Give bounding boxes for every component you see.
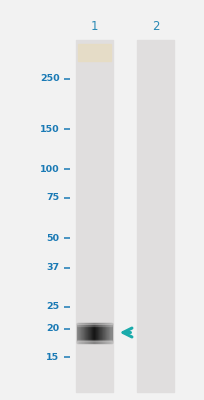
Bar: [77, 340, 111, 346]
Text: 1: 1: [90, 20, 98, 32]
Bar: [106, 322, 107, 342]
Bar: [89, 322, 90, 342]
Bar: [108, 322, 109, 342]
Text: 100: 100: [40, 165, 59, 174]
Bar: [103, 322, 104, 342]
Bar: [110, 322, 111, 342]
Bar: [104, 322, 105, 342]
Bar: [87, 322, 88, 342]
Bar: [98, 322, 99, 342]
Text: 250: 250: [40, 74, 59, 83]
Bar: [96, 322, 97, 342]
Bar: [101, 322, 102, 342]
Bar: [107, 322, 108, 342]
Bar: [80, 322, 81, 342]
Bar: [90, 322, 91, 342]
Bar: [97, 322, 98, 342]
Bar: [77, 321, 111, 324]
Text: 15: 15: [46, 353, 59, 362]
Bar: [93, 322, 94, 342]
Bar: [94, 322, 95, 342]
Bar: [88, 322, 89, 342]
Text: 20: 20: [46, 324, 59, 333]
Text: 50: 50: [46, 234, 59, 242]
Bar: [102, 322, 103, 342]
Bar: [75, 40, 112, 392]
Bar: [99, 322, 100, 342]
Bar: [79, 322, 80, 342]
Bar: [77, 341, 111, 344]
Text: 37: 37: [46, 263, 59, 272]
Bar: [78, 44, 110, 61]
Bar: [77, 320, 111, 326]
Bar: [100, 322, 101, 342]
Text: 150: 150: [40, 125, 59, 134]
Bar: [86, 322, 87, 342]
Bar: [92, 322, 93, 342]
Bar: [83, 322, 84, 342]
Bar: [82, 322, 83, 342]
Text: 25: 25: [46, 302, 59, 311]
Text: 2: 2: [151, 20, 159, 32]
Bar: [95, 322, 96, 342]
Bar: [105, 322, 106, 342]
Bar: [84, 322, 85, 342]
Bar: [85, 322, 86, 342]
Bar: [81, 322, 82, 342]
Bar: [109, 322, 110, 342]
Bar: [77, 322, 78, 342]
Bar: [78, 322, 79, 342]
Text: 75: 75: [46, 194, 59, 202]
Bar: [137, 40, 173, 392]
Bar: [91, 322, 92, 342]
